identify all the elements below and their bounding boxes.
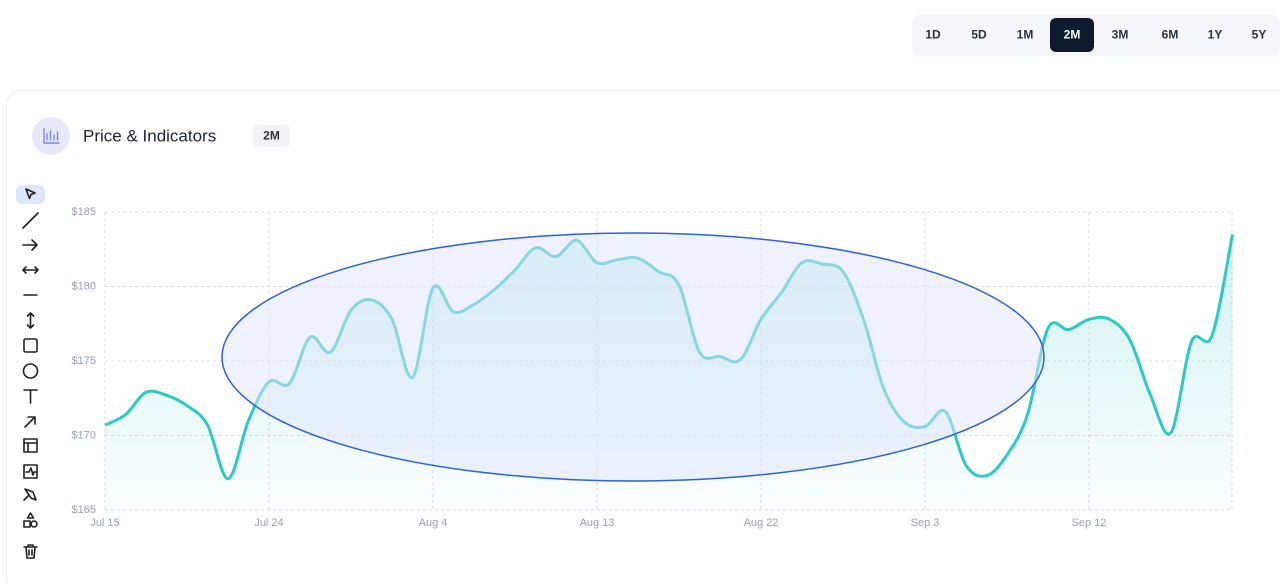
timeframe-button[interactable]: 2M bbox=[1064, 28, 1081, 42]
x-tick-label: Jul 15 bbox=[90, 517, 119, 529]
y-tick-label: $175 bbox=[72, 355, 96, 367]
timeframe-bar bbox=[912, 14, 1280, 56]
x-tick-label: Sep 12 bbox=[1072, 517, 1107, 529]
ellipse-drawing[interactable] bbox=[222, 233, 1044, 481]
x-tick-label: Aug 13 bbox=[580, 517, 615, 529]
timeframe-button[interactable]: 3M bbox=[1112, 28, 1129, 42]
timeframe-button[interactable]: 5D bbox=[971, 28, 987, 42]
timeframe-button[interactable]: 5Y bbox=[1252, 28, 1267, 42]
panel-title: Price & Indicators bbox=[83, 126, 216, 145]
timeframe-button[interactable]: 1Y bbox=[1208, 28, 1223, 42]
x-tick-label: Sep 3 bbox=[911, 517, 940, 529]
x-tick-label: Aug 22 bbox=[744, 517, 779, 529]
x-tick-label: Aug 4 bbox=[419, 517, 448, 529]
timeframe-button[interactable]: 1M bbox=[1017, 28, 1034, 42]
timeframe-button[interactable]: 1D bbox=[925, 28, 941, 42]
y-tick-label: $165 bbox=[72, 504, 96, 516]
timeframe-button[interactable]: 6M bbox=[1162, 28, 1179, 42]
x-tick-label: Jul 24 bbox=[254, 517, 283, 529]
y-tick-label: $170 bbox=[72, 429, 96, 441]
y-tick-label: $180 bbox=[72, 280, 96, 292]
panel-badge-text: 2M bbox=[263, 129, 280, 143]
y-tick-label: $185 bbox=[72, 206, 96, 218]
